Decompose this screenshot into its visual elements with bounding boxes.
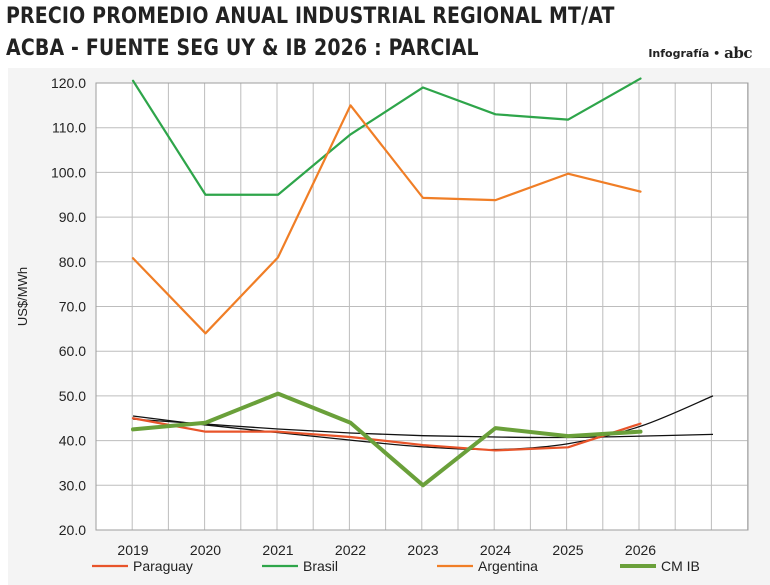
y-tick-label: 50.0 [59,388,86,404]
series-line-cm-ib [131,391,643,488]
y-tick-label: 110.0 [52,120,86,136]
plot-border [95,82,749,531]
y-tick-label: 40.0 [59,433,86,449]
y-axis-label: US$/MWh [15,267,30,326]
y-tick-label: 60.0 [59,343,86,359]
legend-label-paraguay: Paraguay [133,558,193,574]
y-tick-label: 30.0 [59,477,86,493]
x-tick-label: 2024 [480,542,511,558]
legend-label-argentina: Argentina [478,558,538,574]
abc-logo: abc [724,44,752,62]
x-tick-label: 2021 [262,542,293,558]
credit-label: Infografía • [648,46,721,60]
y-tick-label: 80.0 [59,254,86,270]
x-tick-label: 2023 [407,542,438,558]
trendline [132,418,714,439]
series-line-paraguay [131,417,642,452]
y-tick-label: 90.0 [59,209,86,225]
y-tick-label: 100.0 [51,164,86,180]
x-tick-label: 2019 [117,542,148,558]
chart-title: PRECIO PROMEDIO ANUAL INDUSTRIAL REGIONA… [6,4,615,29]
legend-label-cm-ib: CM IB [661,558,700,574]
x-tick-label: 2020 [190,542,221,558]
series-line-brasil [131,77,642,196]
series-line-argentina [131,104,642,335]
x-tick-label: 2025 [552,542,583,558]
y-tick-label: 20.0 [59,522,86,538]
x-tick-label: 2026 [625,542,656,558]
credit: Infografía • abc [648,44,752,62]
chart-subtitle: ACBA - FUENTE SEG UY & IB 2026 : PARCIAL [6,36,479,61]
y-tick-label: 120.0 [51,75,86,91]
x-tick-label: 2022 [335,542,366,558]
legend-label-brasil: Brasil [303,558,338,574]
y-tick-label: 70.0 [59,299,86,315]
